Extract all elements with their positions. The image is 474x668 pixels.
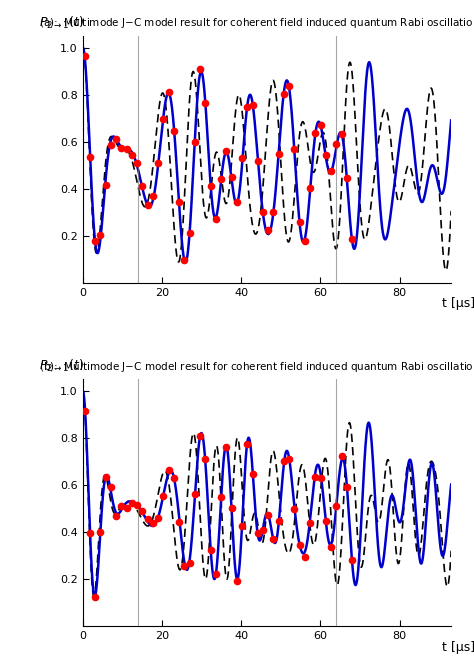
Text: $P_{2\to1}(t)$: $P_{2\to1}(t)$ xyxy=(38,358,84,374)
X-axis label: t [μs]: t [μs] xyxy=(442,641,474,654)
Text: (a):  Multimode J$-$C model result for coherent field induced quantum Rabi oscil: (a): Multimode J$-$C model result for co… xyxy=(38,17,474,31)
Text: (b):  Multimode J$-$C model result for coherent field induced quantum Rabi oscil: (b): Multimode J$-$C model result for co… xyxy=(38,361,474,375)
Text: $P_{2\to1}(t)$: $P_{2\to1}(t)$ xyxy=(38,15,84,31)
X-axis label: t [μs]: t [μs] xyxy=(442,297,474,311)
